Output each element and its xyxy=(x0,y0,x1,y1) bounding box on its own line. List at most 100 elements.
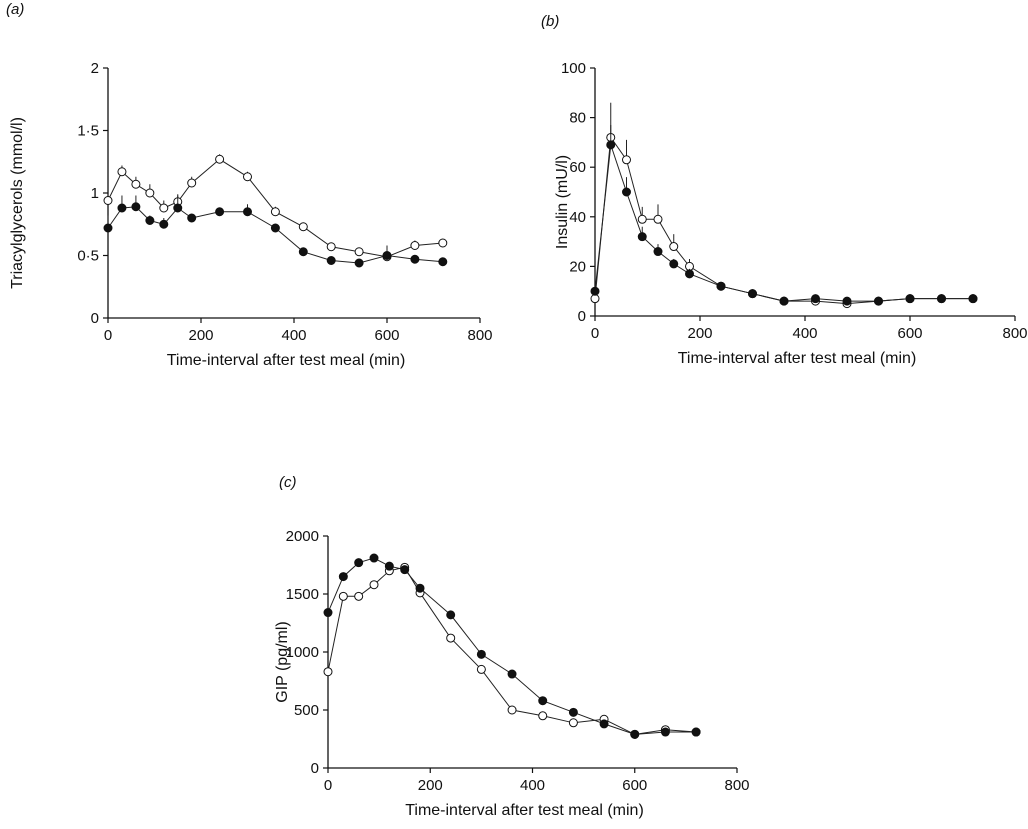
chart-0-series-filled-point xyxy=(270,223,280,233)
chart-1-series-filled-point xyxy=(637,232,647,242)
chart-2-y-tick-label: 1500 xyxy=(286,586,319,603)
chart-0-x-tick-label: 400 xyxy=(281,327,306,344)
chart-2-series-open-point xyxy=(338,591,348,601)
chart-2-series-open-point xyxy=(354,591,364,601)
chart-1-x-tick-label: 0 xyxy=(591,325,599,342)
chart-panel-b: (b) 0 200 400 600 800 0 20 40 60 80 100 Time-interva… xyxy=(541,13,1028,367)
chart-2-y-tick-label: 0 xyxy=(311,760,319,777)
chart-2-series-filled-point xyxy=(323,608,333,618)
chart-0-y-tick-label: 0 xyxy=(91,310,99,327)
chart-1-y-axis-label: Insulin (mU/l) xyxy=(554,155,571,249)
chart-0-series-filled-point xyxy=(159,219,169,229)
chart-2-series-open-point xyxy=(476,664,486,674)
chart-1-series-filled-point xyxy=(716,281,726,291)
chart-1-series-open-point xyxy=(653,214,663,224)
chart-0-series-open-point xyxy=(298,222,308,232)
chart-1-series-open-point xyxy=(590,294,600,304)
chart-2-series-open-point xyxy=(369,580,379,590)
chart-2-series-open xyxy=(323,562,701,739)
chart-1-series-filled-point xyxy=(653,247,663,257)
chart-2-series-filled-point xyxy=(354,558,364,568)
chart-1-series-filled-point xyxy=(905,294,915,304)
chart-0-series-filled-point xyxy=(382,251,392,260)
chart-1-series-filled-point xyxy=(968,294,978,304)
chart-2-series-filled-point xyxy=(338,572,348,582)
chart-0-series-filled xyxy=(103,195,448,268)
chart-2-series-filled-point xyxy=(369,553,379,563)
chart-2-panel-label: (c) xyxy=(279,474,297,491)
chart-1-series-filled xyxy=(590,125,978,306)
chart-0-series-filled-point xyxy=(354,258,364,268)
chart-2-y-tick-label: 2000 xyxy=(286,528,319,545)
chart-2-series-filled xyxy=(323,553,701,739)
chart-2-series-filled-point xyxy=(660,727,670,737)
chart-0-series-filled-point xyxy=(215,207,225,217)
chart-0-series-open-point xyxy=(117,167,127,177)
chart-2-series-filled-point xyxy=(538,696,548,706)
chart-0-y-tick-label: 1 xyxy=(91,185,99,202)
chart-1-series-open-point xyxy=(622,155,631,165)
chart-0-series-open-point xyxy=(243,172,252,182)
chart-2-y-tick-label: 1000 xyxy=(286,644,319,661)
chart-0-series-open-point xyxy=(270,207,280,217)
chart-1-y-tick-label: 80 xyxy=(569,110,586,127)
chart-2-x-tick-label: 400 xyxy=(520,777,545,794)
chart-1-series-filled-line xyxy=(594,144,973,302)
chart-1-x-axis-label: Time-interval after test meal (min) xyxy=(678,350,917,367)
chart-2-series-open-point xyxy=(507,705,517,715)
chart-0-series-open-point xyxy=(354,247,364,257)
chart-1-series-filled-point xyxy=(669,259,679,269)
chart-2-series-filled-line xyxy=(327,557,697,735)
chart-0-series-open-point xyxy=(187,178,197,188)
chart-1-series-filled-point xyxy=(842,296,852,306)
chart-1-series-open-line xyxy=(594,136,973,305)
chart-1-series-open-point xyxy=(669,242,679,252)
chart-2-series-open-point xyxy=(568,718,578,728)
chart-0-series-filled-line xyxy=(107,206,443,264)
chart-0-series-open-point xyxy=(131,179,141,189)
chart-0-series-filled-point xyxy=(410,254,420,264)
chart-0-series-filled-point xyxy=(145,216,155,225)
chart-1-series-filled-point xyxy=(606,140,616,150)
chart-2-x-tick-label: 600 xyxy=(622,777,647,794)
chart-0-series-filled-point xyxy=(173,203,183,213)
chart-0-x-axis-label: Time-interval after test meal (min) xyxy=(167,352,406,369)
chart-2-y-axis-label: GIP (pg/ml) xyxy=(274,621,291,703)
chart-1-series-filled-point xyxy=(622,187,631,197)
chart-2-series-open-line xyxy=(327,566,697,735)
chart-2-x-tick-label: 200 xyxy=(418,777,443,794)
chart-2-series-filled-point xyxy=(415,583,425,593)
chart-2-series-filled-point xyxy=(384,561,394,571)
chart-1-series-filled-point xyxy=(779,296,789,306)
chart-1-x-tick-label: 400 xyxy=(792,325,817,342)
chart-0-x-tick-label: 0 xyxy=(104,327,112,344)
chart-1-x-tick-label: 600 xyxy=(897,325,922,342)
chart-0-x-tick-label: 800 xyxy=(467,327,492,344)
chart-0-series-filled-point xyxy=(117,203,127,213)
chart-0-series-open-point xyxy=(438,238,448,248)
chart-panel-c: (c) 0 200 400 600 800 0 500 1000 1500 2000 Time-int… xyxy=(274,474,750,819)
chart-2-series-filled-point xyxy=(507,669,517,679)
chart-0-series-filled-point xyxy=(243,207,252,217)
chart-panel-a: (a) 0 200 400 600 800 0 0·5 1 1·5 2 Time-interval a… xyxy=(6,1,493,369)
chart-2-series-filled-point xyxy=(568,707,578,717)
chart-1-y-tick-label: 0 xyxy=(578,308,586,325)
chart-0-series-filled-point xyxy=(131,202,141,212)
chart-1-x-tick-label: 800 xyxy=(1002,325,1027,342)
chart-0-y-tick-label: 2 xyxy=(91,60,99,77)
chart-0-series-filled-point xyxy=(187,213,197,223)
chart-2-series-filled-point xyxy=(400,565,410,575)
chart-1-series-open xyxy=(590,102,978,309)
chart-0-series-open-point xyxy=(215,154,225,164)
chart-0-x-tick-label: 600 xyxy=(374,327,399,344)
chart-1-series-filled-point xyxy=(748,289,757,299)
chart-2-x-tick-label: 800 xyxy=(724,777,749,794)
chart-1-x-tick-label: 200 xyxy=(687,325,712,342)
chart-1-panel-label: (b) xyxy=(541,13,559,30)
chart-0-y-tick-label: 1·5 xyxy=(77,123,99,140)
chart-0-series-open-point xyxy=(326,242,336,252)
chart-1-y-tick-label: 20 xyxy=(569,258,586,275)
chart-1-series-filled-point xyxy=(874,296,883,306)
chart-0-series-filled-point xyxy=(298,247,308,257)
